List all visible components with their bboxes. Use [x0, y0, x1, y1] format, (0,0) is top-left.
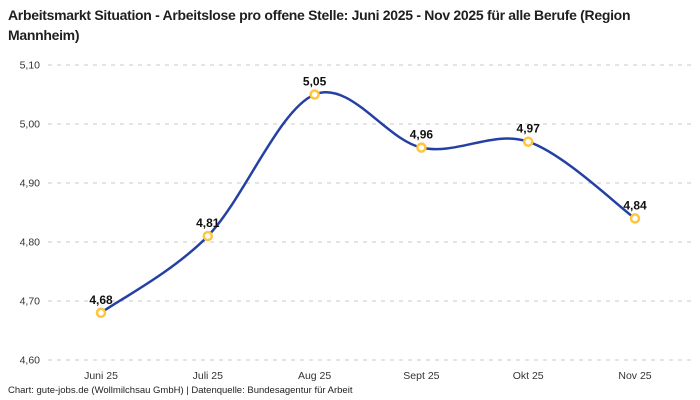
- point-label: 4,68: [89, 293, 113, 307]
- point-label: 4,96: [410, 128, 434, 142]
- x-tick-label: Nov 25: [618, 370, 651, 382]
- y-tick-label: 5,00: [20, 119, 41, 131]
- x-tick-label: Juni 25: [84, 370, 118, 382]
- data-point-marker: [416, 142, 427, 153]
- data-point-marker: [202, 230, 214, 242]
- line-series: [99, 91, 637, 315]
- data-point-marker: [522, 136, 534, 147]
- point-label: 4,97: [517, 122, 541, 136]
- line-chart: 4,60 4,70 4,80 4,90 5,00 5,10 Juni 25 Juli 25 Au…: [0, 55, 700, 385]
- y-tick-label: 5,10: [20, 60, 41, 72]
- y-tick-label: 4,90: [20, 178, 41, 190]
- chart-title: Arbeitsmarkt Situation - Arbeitslose pro…: [8, 7, 631, 43]
- y-tick-label: 4,60: [20, 355, 41, 367]
- chart-source: Chart: gute-jobs.de (Wollmilchsau GmbH) …: [8, 385, 353, 396]
- x-tick-label: Aug 25: [298, 370, 331, 382]
- x-tick-label: Okt 25: [513, 370, 544, 382]
- data-point-marker: [95, 307, 107, 319]
- chart-svg: 4,60 4,70 4,80 4,90 5,00 5,10 Juni 25 Juli 25 Au…: [20, 60, 692, 382]
- y-tick-label: 4,70: [20, 296, 41, 308]
- point-label: 5,05: [303, 75, 327, 89]
- x-tick-label: Sept 25: [403, 370, 439, 382]
- point-label: 4,84: [623, 198, 647, 212]
- point-label: 4,81: [196, 216, 220, 230]
- x-tick-label: Juli 25: [193, 370, 224, 382]
- data-point-marker: [629, 213, 641, 224]
- y-tick-label: 4,80: [20, 237, 41, 249]
- data-point-marker: [309, 89, 320, 100]
